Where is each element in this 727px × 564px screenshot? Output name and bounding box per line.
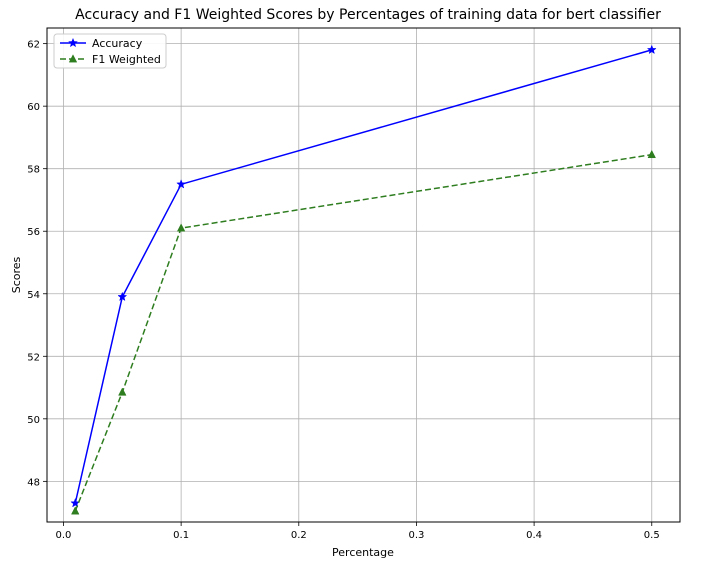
x-tick-label: 0.5 (644, 530, 660, 541)
y-tick-label: 54 (27, 290, 40, 301)
legend: Accuracy F1 Weighted (53, 33, 167, 69)
legend-item: F1 Weighted (60, 53, 161, 66)
series-line (74, 49, 652, 504)
y-tick-label: 52 (27, 352, 40, 363)
grid-lines (47, 28, 680, 522)
y-tick-label: 56 (27, 227, 40, 238)
legend-marker (68, 54, 78, 63)
series-line (74, 153, 652, 512)
x-tick-label: 0.2 (291, 530, 307, 541)
data-point (71, 506, 80, 515)
legend-label: Accuracy (92, 37, 143, 50)
axis-ticks: 0.0 0.1 0.2 0.3 0.4 0.5 48 50 52 54 56 58 60 62 (27, 40, 659, 541)
x-tick-label: 0.0 (56, 530, 72, 541)
data-point (117, 291, 128, 302)
data-point (646, 44, 657, 55)
y-axis-label: Scores (10, 256, 23, 293)
y-tick-label: 62 (27, 40, 40, 51)
legend-marker (68, 37, 78, 48)
chart-title: Accuracy and F1 Weighted Scores by Perce… (75, 7, 661, 23)
y-tick-label: 58 (27, 165, 40, 176)
data-point (176, 223, 186, 232)
x-axis-label: Percentage (332, 546, 394, 559)
y-tick-label: 50 (27, 415, 40, 426)
legend-label: F1 Weighted (92, 53, 161, 66)
x-tick-label: 0.3 (408, 530, 424, 541)
x-tick-label: 0.1 (173, 530, 189, 541)
data-point (70, 498, 81, 508)
series-f1-weighted (71, 149, 656, 515)
data-point (118, 387, 127, 396)
y-tick-label: 60 (27, 102, 40, 113)
legend-item: Accuracy (60, 37, 143, 50)
x-tick-label: 0.4 (526, 530, 542, 541)
plot-frame (46, 27, 681, 523)
data-series (70, 44, 657, 515)
data-point (176, 179, 187, 189)
y-tick-label: 48 (27, 477, 40, 488)
series-accuracy (70, 44, 657, 508)
data-point (647, 149, 656, 159)
